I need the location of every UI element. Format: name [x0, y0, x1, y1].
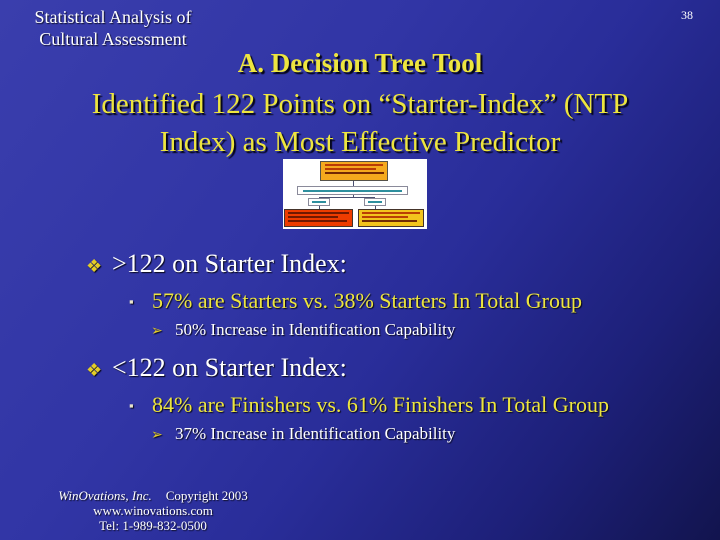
diamond-bullet-icon: ❖	[86, 360, 103, 380]
bullet-text: >122 on Starter Index:	[112, 249, 347, 278]
square-bullet-icon: ▪	[129, 294, 134, 309]
tree-connector	[353, 181, 354, 186]
footer-line-1: WinOvations, Inc. Copyright 2003	[28, 488, 278, 503]
footer-company: WinOvations, Inc.	[58, 488, 152, 503]
subtitle-line-2: Index) as Most Effective Predictor	[159, 126, 561, 158]
footer-phone: Tel: 1-989-832-0500	[99, 518, 207, 533]
bullet-text: <122 on Starter Index:	[112, 353, 347, 382]
decision-tree-thumbnail	[283, 159, 427, 229]
tree-connector	[319, 197, 375, 198]
header-line-1: Statistical Analysis of	[34, 7, 192, 27]
tree-split-label	[297, 186, 408, 195]
subtitle-line-1: Identified 122 Points on “Starter-Index”…	[91, 88, 629, 120]
tree-connector	[353, 195, 354, 197]
tree-connector	[375, 206, 376, 209]
footer-copyright: Copyright 2003	[165, 488, 248, 503]
sub-sub-bullet-text: 50% Increase in Identification Capabilit…	[175, 320, 456, 339]
footer-website: www.winovations.com	[93, 503, 213, 518]
diamond-bullet-icon: ❖	[86, 256, 103, 276]
slide-subtitle: Identified 122 Points on “Starter-Index”…	[0, 85, 720, 161]
arrow-bullet-icon: ➢	[151, 324, 163, 339]
slide-number: 38	[681, 8, 693, 22]
bullet-item-gt122: ❖ >122 on Starter Index:	[86, 249, 347, 279]
arrow-bullet-icon: ➢	[151, 428, 163, 443]
sub-bullet-starters: ▪ 57% are Starters vs. 38% Starters In To…	[129, 288, 582, 314]
sub-bullet-text: 84% are Finishers vs. 61% Finishers In T…	[152, 392, 609, 417]
tree-leaf-node-left	[284, 209, 353, 227]
sub-sub-bullet-increase-2: ➢ 37% Increase in Identification Capabili…	[151, 424, 455, 444]
header-line-2: Cultural Assessment	[39, 29, 187, 49]
bullet-item-lt122: ❖ <122 on Starter Index:	[86, 353, 347, 383]
tree-leaf-node-right	[358, 209, 424, 227]
tree-condition-left	[308, 198, 330, 206]
square-bullet-icon: ▪	[129, 398, 134, 413]
sub-bullet-finishers: ▪ 84% are Finishers vs. 61% Finishers In …	[129, 392, 609, 418]
sub-sub-bullet-text: 37% Increase in Identification Capabilit…	[175, 424, 456, 443]
slide-header: Statistical Analysis of Cultural Assessm…	[22, 6, 204, 50]
tree-root-node	[320, 161, 388, 181]
tree-condition-right	[364, 198, 386, 206]
tree-connector	[319, 206, 320, 209]
sub-sub-bullet-increase-1: ➢ 50% Increase in Identification Capabili…	[151, 320, 455, 340]
slide-title: A. Decision Tree Tool	[237, 48, 483, 78]
sub-bullet-text: 57% are Starters vs. 38% Starters In Tot…	[152, 288, 583, 313]
slide-footer: WinOvations, Inc. Copyright 2003 www.wino…	[28, 488, 278, 533]
